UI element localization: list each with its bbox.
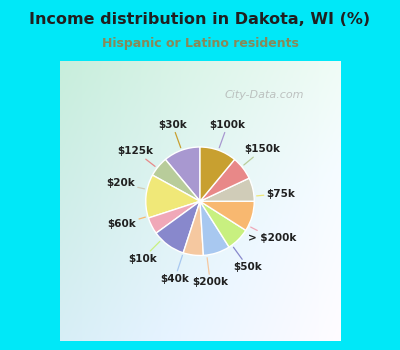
- Text: $60k: $60k: [108, 217, 145, 229]
- Wedge shape: [200, 178, 254, 201]
- Text: $125k: $125k: [118, 146, 155, 166]
- Text: Hispanic or Latino residents: Hispanic or Latino residents: [102, 37, 298, 50]
- Wedge shape: [148, 201, 200, 233]
- Wedge shape: [146, 175, 200, 218]
- Text: $150k: $150k: [244, 145, 281, 165]
- Text: $40k: $40k: [160, 256, 189, 284]
- Wedge shape: [152, 160, 200, 201]
- Wedge shape: [200, 201, 254, 230]
- Wedge shape: [156, 201, 200, 253]
- Wedge shape: [200, 201, 229, 255]
- Text: City-Data.com: City-Data.com: [225, 90, 304, 100]
- Wedge shape: [200, 201, 246, 247]
- Text: $10k: $10k: [128, 241, 160, 264]
- Wedge shape: [200, 160, 249, 201]
- Text: $200k: $200k: [192, 258, 228, 287]
- Text: $20k: $20k: [106, 178, 144, 189]
- Wedge shape: [166, 147, 200, 201]
- Text: > $200k: > $200k: [248, 227, 297, 243]
- Wedge shape: [200, 147, 234, 201]
- Text: $75k: $75k: [257, 189, 296, 198]
- Text: $100k: $100k: [210, 120, 246, 148]
- Wedge shape: [183, 201, 204, 255]
- Text: Income distribution in Dakota, WI (%): Income distribution in Dakota, WI (%): [30, 12, 370, 27]
- Text: $30k: $30k: [158, 120, 187, 148]
- Text: $50k: $50k: [234, 247, 262, 272]
